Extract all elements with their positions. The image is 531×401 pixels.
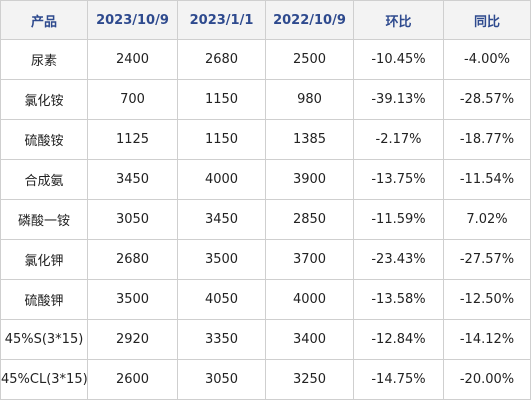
product-cell: 氯化钾 [0, 239, 88, 280]
table-row: 尿素 2400 2680 2500 -10.45% -4.00% [0, 39, 531, 80]
table-row: 45%CL(3*15) 2600 3050 3250 -14.75% -20.00% [0, 359, 531, 400]
mom-change-cell: -10.45% [353, 39, 444, 80]
price-2023-1-1-cell: 4050 [177, 279, 266, 320]
yoy-change-cell: -18.77% [443, 119, 531, 160]
price-2023-1-1-cell: 3050 [177, 359, 266, 400]
price-2023-10-9-cell: 2600 [87, 359, 178, 400]
price-2022-10-9-cell: 2500 [265, 39, 354, 80]
price-2023-1-1-cell: 1150 [177, 119, 266, 160]
price-2023-10-9-cell: 2920 [87, 319, 178, 360]
mom-change-cell: -39.13% [353, 79, 444, 120]
column-header-product: 产品 [0, 0, 88, 40]
price-2023-10-9-cell: 3500 [87, 279, 178, 320]
column-header-date-2023-10-9: 2023/10/9 [87, 0, 178, 40]
column-header-yoy: 同比 [443, 0, 531, 40]
price-2022-10-9-cell: 3700 [265, 239, 354, 280]
price-2022-10-9-cell: 1385 [265, 119, 354, 160]
product-cell: 合成氨 [0, 159, 88, 200]
product-cell: 硫酸钾 [0, 279, 88, 320]
table-header: 产品 2023/10/9 2023/1/1 2022/10/9 环比 同比 [0, 0, 531, 40]
header-row: 产品 2023/10/9 2023/1/1 2022/10/9 环比 同比 [0, 0, 531, 40]
table-row: 磷酸一铵 3050 3450 2850 -11.59% 7.02% [0, 199, 531, 240]
price-2022-10-9-cell: 3400 [265, 319, 354, 360]
product-cell: 硫酸铵 [0, 119, 88, 160]
product-cell: 45%S(3*15) [0, 319, 88, 360]
product-cell: 尿素 [0, 39, 88, 80]
price-2023-1-1-cell: 3350 [177, 319, 266, 360]
price-2023-10-9-cell: 1125 [87, 119, 178, 160]
yoy-change-cell: -27.57% [443, 239, 531, 280]
product-cell: 磷酸一铵 [0, 199, 88, 240]
price-2022-10-9-cell: 2850 [265, 199, 354, 240]
table-body: 尿素 2400 2680 2500 -10.45% -4.00% 氯化铵 700 1150 980… [0, 39, 531, 400]
price-2023-10-9-cell: 2680 [87, 239, 178, 280]
price-2022-10-9-cell: 4000 [265, 279, 354, 320]
product-cell: 氯化铵 [0, 79, 88, 120]
price-2023-10-9-cell: 3450 [87, 159, 178, 200]
mom-change-cell: -23.43% [353, 239, 444, 280]
price-2022-10-9-cell: 3250 [265, 359, 354, 400]
column-header-date-2022-10-9: 2022/10/9 [265, 0, 354, 40]
price-2022-10-9-cell: 980 [265, 79, 354, 120]
price-2023-1-1-cell: 3500 [177, 239, 266, 280]
column-header-mom: 环比 [353, 0, 444, 40]
yoy-change-cell: -20.00% [443, 359, 531, 400]
yoy-change-cell: 7.02% [443, 199, 531, 240]
product-cell: 45%CL(3*15) [0, 359, 88, 400]
table-row: 硫酸铵 1125 1150 1385 -2.17% -18.77% [0, 119, 531, 160]
table-row: 氯化钾 2680 3500 3700 -23.43% -27.57% [0, 239, 531, 280]
table-row: 合成氨 3450 4000 3900 -13.75% -11.54% [0, 159, 531, 200]
mom-change-cell: -13.75% [353, 159, 444, 200]
yoy-change-cell: -12.50% [443, 279, 531, 320]
mom-change-cell: -14.75% [353, 359, 444, 400]
table-row: 45%S(3*15) 2920 3350 3400 -12.84% -14.12% [0, 319, 531, 360]
column-header-date-2023-1-1: 2023/1/1 [177, 0, 266, 40]
price-2023-1-1-cell: 1150 [177, 79, 266, 120]
price-2023-10-9-cell: 3050 [87, 199, 178, 240]
yoy-change-cell: -14.12% [443, 319, 531, 360]
price-2023-1-1-cell: 3450 [177, 199, 266, 240]
table-row: 氯化铵 700 1150 980 -39.13% -28.57% [0, 79, 531, 120]
price-2023-10-9-cell: 2400 [87, 39, 178, 80]
mom-change-cell: -2.17% [353, 119, 444, 160]
price-2023-10-9-cell: 700 [87, 79, 178, 120]
table-row: 硫酸钾 3500 4050 4000 -13.58% -12.50% [0, 279, 531, 320]
yoy-change-cell: -11.54% [443, 159, 531, 200]
mom-change-cell: -12.84% [353, 319, 444, 360]
price-2023-1-1-cell: 2680 [177, 39, 266, 80]
mom-change-cell: -11.59% [353, 199, 444, 240]
yoy-change-cell: -28.57% [443, 79, 531, 120]
price-2022-10-9-cell: 3900 [265, 159, 354, 200]
yoy-change-cell: -4.00% [443, 39, 531, 80]
mom-change-cell: -13.58% [353, 279, 444, 320]
price-2023-1-1-cell: 4000 [177, 159, 266, 200]
